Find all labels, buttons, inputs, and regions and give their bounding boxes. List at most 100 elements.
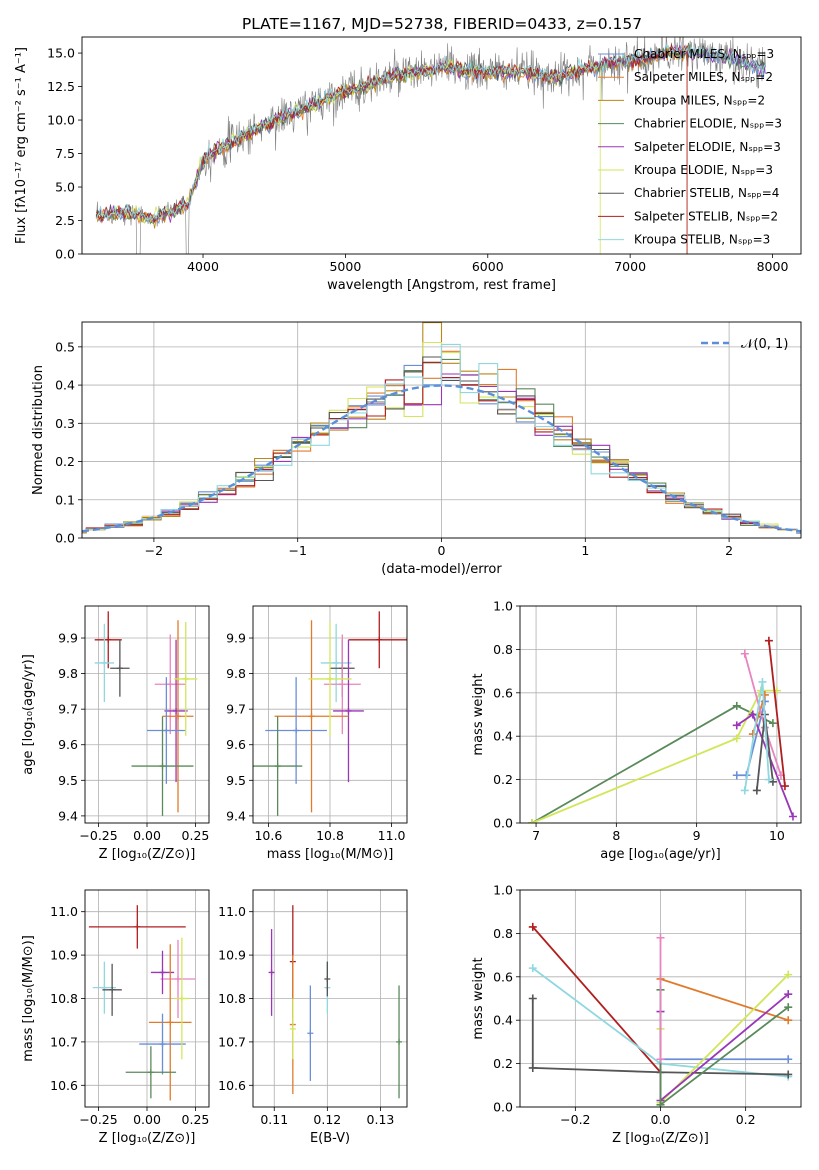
legend-label: Salpeter STELIB, Nₛₚₚ=2: [634, 209, 778, 223]
y-tick-label: 0.2: [493, 772, 513, 787]
y-tick-label: 10.0: [47, 113, 75, 128]
x-tick-label: 4000: [187, 259, 219, 274]
series-marker: [528, 994, 537, 1003]
legend: Chabrier MILES, Nₛₚₚ=3 Salpeter MILES, Nₛ…: [598, 47, 782, 247]
y-tick-label: 0.6: [493, 969, 513, 984]
point-marker: [268, 969, 275, 976]
point-marker: [175, 975, 181, 982]
series-marker: [528, 819, 537, 823]
plot-area: [82, 322, 801, 534]
y-tick-label: 0.2: [493, 1056, 513, 1071]
y-tick-label: 9.6: [58, 737, 78, 752]
point-marker: [345, 707, 352, 714]
figure-title: PLATE=1167, MJD=52738, FIBERID=0433, z=0…: [242, 15, 642, 33]
y-tick-label: 9.5: [58, 773, 78, 788]
x-tick-label: 0.12: [313, 1112, 341, 1127]
plot-area: [94, 611, 198, 816]
series-line: [659, 993, 789, 1103]
series-marker: [784, 1070, 793, 1079]
y-tick-label: 9.8: [58, 666, 78, 681]
y-axis-label: mass weight: [471, 957, 486, 1039]
data-point: [333, 639, 364, 783]
legend-label: Kroupa ELODIE, Nₛₚₚ=3: [634, 163, 773, 177]
point-marker: [376, 636, 383, 643]
series-marker: [528, 1063, 537, 1072]
legend-label: Chabrier MILES, Nₛₚₚ=3: [634, 47, 774, 61]
y-tick-label: 0.8: [493, 926, 513, 941]
point-marker: [101, 659, 108, 666]
y-tick-label: 10.7: [50, 1034, 78, 1049]
weight-series: [764, 636, 789, 791]
y-tick-label: 0.0: [55, 247, 75, 262]
weight-series: [528, 701, 777, 823]
plot-area: [88, 905, 196, 1101]
point-marker: [396, 1038, 403, 1045]
data-point: [274, 620, 349, 813]
point-marker: [308, 713, 315, 720]
series-marker: [784, 1055, 793, 1064]
series-marker: [732, 734, 741, 743]
y-tick-label: 0.1: [55, 492, 75, 507]
axes-frame: [519, 605, 802, 824]
x-tick-label: 0.0: [651, 1112, 671, 1127]
axes-frame: [84, 889, 210, 1108]
point-marker: [147, 1069, 154, 1076]
x-tick-label: 0.11: [260, 1112, 288, 1127]
x-tick-label: 1: [581, 543, 589, 558]
data-point: [348, 611, 407, 669]
series-line: [531, 689, 777, 823]
axes-frame: [519, 889, 802, 1108]
y-axis-label: Normed distribution: [31, 365, 46, 495]
series-marker: [784, 990, 793, 999]
y-axis-label: Flux [fλ10⁻¹⁷ erg cm⁻² s⁻¹ A⁻¹]: [14, 47, 29, 244]
x-tick-label: −0.25: [79, 828, 117, 843]
histogram-kroupa_stelib: [82, 343, 801, 533]
y-axis-label: age [log₁₀(age/yr)]: [21, 654, 36, 775]
data-point: [253, 716, 303, 816]
panel-residual_histogram: −2 −1 0 1 2 0.0 0.1 0.2 0.3 0.4 0.5 (data-model)/er…: [31, 321, 802, 577]
y-tick-label: 9.4: [226, 808, 246, 823]
y-tick-label: 2.5: [55, 213, 75, 228]
y-tick-label: 0.5: [55, 339, 75, 354]
y-tick-label: 9.6: [226, 737, 246, 752]
point-marker: [274, 763, 281, 770]
y-tick-label: 0.4: [493, 1013, 513, 1028]
y-tick-label: 10.8: [50, 991, 78, 1006]
series-marker: [764, 636, 773, 645]
weight-series: [528, 686, 781, 823]
point-marker: [333, 659, 340, 666]
y-tick-label: 9.5: [226, 773, 246, 788]
x-tick-label: 0.13: [367, 1112, 395, 1127]
data-point: [174, 937, 190, 1060]
y-tick-label: 12.5: [47, 79, 75, 94]
point-marker: [182, 675, 189, 682]
point-marker: [134, 923, 141, 930]
x-tick-label: 0.25: [182, 1112, 210, 1127]
panel-age_vs_Z: −0.25 0.00 0.25 9.4 9.5 9.6 9.7 9.8 9.9 Z [log₁₀(…: [21, 605, 210, 862]
point-marker: [307, 1030, 314, 1037]
y-tick-label: 10.6: [50, 1078, 78, 1093]
weight-series: [656, 933, 665, 1064]
x-axis-label: Z [log₁₀(Z/Z⊙)]: [99, 847, 196, 862]
panel-mass_vs_ebv: 0.11 0.12 0.13 10.6 10.7 10.8 10.9 11.0 E(B-V): [218, 889, 408, 1146]
series-marker: [748, 710, 757, 719]
x-tick-label: 10.6: [254, 828, 282, 843]
weight-series: [656, 990, 793, 1105]
x-tick-label: 8000: [757, 259, 789, 274]
y-tick-label: 11.0: [218, 904, 246, 919]
data-point: [139, 1013, 186, 1075]
point-marker: [109, 986, 116, 993]
axes-frame: [81, 321, 802, 539]
data-point: [174, 622, 198, 736]
point-marker: [167, 681, 174, 688]
data-point: [308, 622, 352, 736]
x-tick-label: 0.2: [736, 1112, 756, 1127]
plot-area: [253, 611, 407, 816]
y-tick-label: 10.6: [218, 1078, 246, 1093]
plot-area: [528, 922, 793, 1107]
series-marker: [768, 719, 777, 728]
y-tick-label: 9.7: [226, 702, 246, 717]
plot-area: [95, 37, 766, 254]
legend-label: Salpeter ELODIE, Nₛₚₚ=3: [634, 140, 781, 154]
